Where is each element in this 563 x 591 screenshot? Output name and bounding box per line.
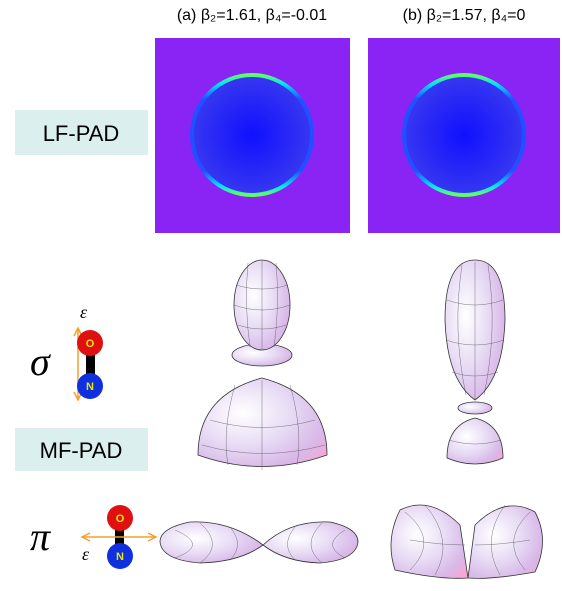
field-label: ε — [80, 302, 88, 322]
symbol: σ — [30, 339, 51, 384]
row-label: MF-PAD — [40, 438, 123, 463]
symbol: π — [30, 514, 51, 559]
figure: (a) β₂=1.61, β₄=-0.01 (b) β₂=1.57, β₄=0 … — [0, 0, 563, 591]
lf-pad-image — [155, 38, 350, 233]
field-label: ε — [82, 544, 90, 564]
mf-pad-surface — [445, 260, 505, 464]
row-label: LF-PAD — [43, 121, 120, 146]
atom-label: O — [116, 513, 125, 525]
lf-pad-image — [368, 38, 560, 233]
atom-label: N — [116, 551, 124, 563]
mf-pad-surface — [198, 260, 327, 470]
mf-pad-surface — [391, 505, 543, 578]
atom-label: N — [86, 381, 94, 393]
column-title: (a) β₂=1.61, β₄=-0.01 — [177, 7, 327, 24]
atom-label: O — [86, 338, 95, 350]
mf-pad-surface — [160, 522, 358, 563]
column-title: (b) β₂=1.57, β₄=0 — [403, 7, 526, 24]
